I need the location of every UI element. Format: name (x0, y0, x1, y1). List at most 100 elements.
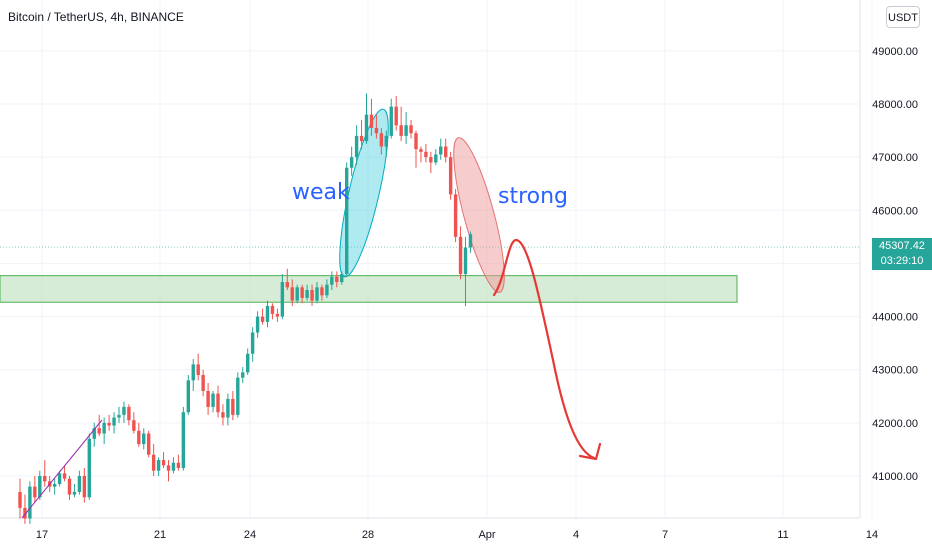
candle-body (33, 486, 37, 498)
candle-body (295, 287, 299, 301)
time-axis-label: 14 (866, 529, 878, 541)
candle-body (92, 428, 96, 439)
candle-body (112, 417, 116, 426)
candle-body (221, 412, 225, 418)
candle-body (369, 114, 374, 128)
candle-body (255, 316, 260, 333)
candle-body (285, 282, 289, 288)
time-axis-label: 7 (662, 529, 668, 541)
candle-body (23, 507, 27, 519)
projection-arrow (492, 238, 596, 460)
candle-body (156, 460, 161, 471)
candle-body (231, 398, 235, 415)
candle-body (280, 282, 285, 317)
candle-body (206, 390, 210, 407)
candle-body (171, 462, 176, 471)
candle-body (409, 125, 413, 134)
candle-body (379, 133, 384, 147)
candle-body (340, 274, 344, 283)
candle-body (325, 284, 329, 296)
candle-body (265, 305, 270, 322)
candle-body (354, 135, 359, 158)
candle-body (166, 465, 171, 471)
candle-body (320, 287, 324, 296)
bar-countdown: 03:29:10 (880, 255, 924, 267)
candle-body (310, 290, 314, 301)
time-axis-label: 28 (362, 529, 374, 541)
candle-body (97, 428, 101, 434)
price-axis-label: 47000.00 (872, 152, 918, 164)
candle-body (305, 290, 309, 298)
demand-zone (0, 275, 738, 303)
candle-body (176, 462, 181, 469)
candle-body (270, 305, 275, 314)
price-axis-label: 44000.00 (872, 312, 918, 324)
price-axis-label: 42000.00 (872, 418, 918, 430)
candle-body (87, 438, 91, 498)
candle-body (82, 476, 87, 498)
candle-body (384, 135, 388, 147)
price-axis-label: 41000.00 (872, 471, 918, 483)
price-axis-label: 46000.00 (872, 205, 918, 217)
candle-body (399, 125, 403, 136)
candle-body (424, 151, 428, 158)
candle-body (196, 364, 200, 376)
candle-body (151, 454, 156, 471)
last-price: 45307.42 (879, 240, 925, 252)
candle-body (374, 127, 379, 134)
price-axis-label: 49000.00 (872, 46, 918, 58)
candle-body (137, 430, 141, 445)
time-axis-label: Apr (478, 529, 495, 541)
candle-body (241, 372, 245, 378)
candle-body (181, 412, 186, 469)
candle-body (107, 422, 111, 426)
annotation-weak: weak (292, 180, 350, 205)
candle-body (72, 491, 77, 495)
candle-body (226, 398, 230, 418)
candle-body (394, 106, 398, 126)
candle-body (127, 406, 131, 421)
candle-body (453, 194, 458, 237)
candle-body (330, 276, 334, 285)
candle-body (57, 473, 62, 484)
candle-body (52, 483, 57, 487)
price-axis-label: 43000.00 (872, 365, 918, 377)
chart-title: Bitcoin / TetherUS, 4h, BINANCE (8, 10, 184, 24)
time-axis-label: 17 (36, 529, 48, 541)
candle-body (77, 476, 82, 492)
candle-body (201, 375, 205, 391)
candle-body (62, 473, 67, 479)
time-axis-label: 21 (154, 529, 166, 541)
price-axis-label: 48000.00 (872, 99, 918, 111)
candle-body (444, 146, 448, 158)
candle-body (315, 287, 319, 301)
trend-line (21, 419, 103, 519)
candle-body (18, 491, 22, 508)
candle-body (102, 422, 106, 434)
candle-body (216, 393, 220, 413)
candle-body (439, 146, 443, 155)
last-price-tag: 45307.42 03:29:10 (872, 238, 932, 270)
candle-body (359, 135, 364, 142)
candle-body (345, 167, 349, 275)
candle-body (117, 414, 121, 418)
candle-body (389, 106, 393, 136)
candle-body (419, 149, 423, 152)
candle-body (186, 380, 190, 413)
candle-body (246, 353, 250, 373)
candle-body (335, 276, 339, 283)
highlight-ellipse-weak (339, 108, 389, 278)
projection-arrowhead (578, 442, 602, 461)
currency-button[interactable]: USDT (886, 6, 920, 28)
candle-body (147, 433, 151, 455)
candle-body (28, 486, 32, 519)
candle-body (404, 125, 408, 136)
candle-body (43, 476, 47, 482)
candle-body (275, 313, 280, 317)
candle-body (300, 287, 304, 298)
candle-body (250, 332, 255, 354)
time-axis-label: 11 (777, 529, 788, 541)
candle-body (429, 157, 433, 163)
candle-body (463, 247, 468, 275)
